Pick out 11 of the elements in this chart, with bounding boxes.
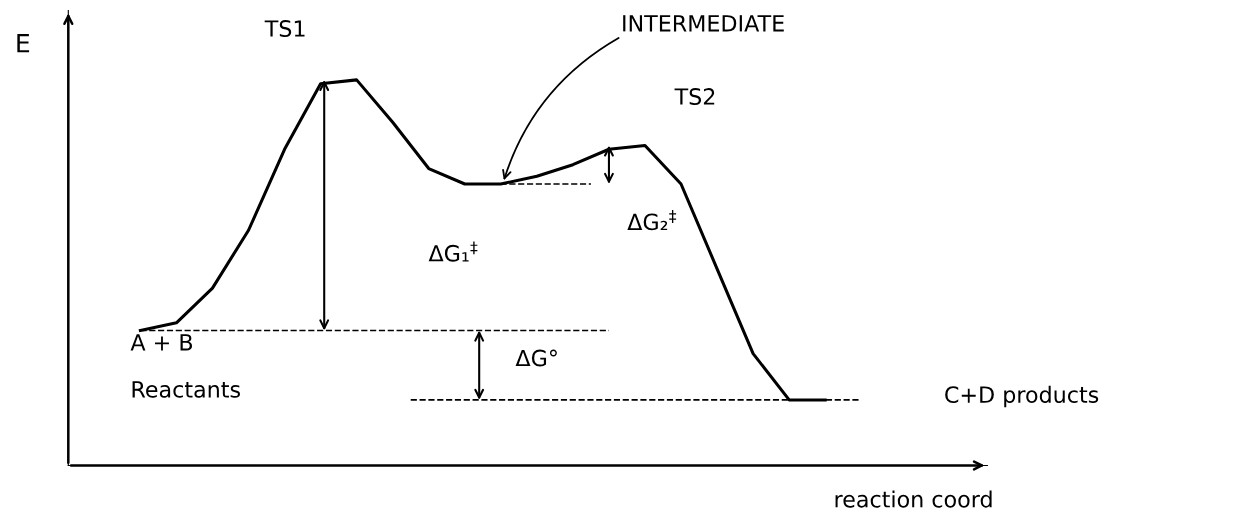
y-axis-title: E [17, 34, 30, 53]
annotation: ΔG₁$^{‡}$ [428, 241, 478, 262]
annotation: ΔG₂$^{‡}$ [627, 210, 677, 231]
annotation: A + B [130, 334, 193, 351]
x-axis-title: reaction coord [835, 490, 992, 508]
annotation: TS2 [674, 88, 715, 105]
text: INTERMEDIATE [623, 15, 784, 32]
annotation: ΔG° [515, 349, 557, 367]
annotation: Reactants [132, 381, 240, 398]
text: TS1 [264, 20, 305, 37]
text: C+D products [945, 385, 1099, 408]
